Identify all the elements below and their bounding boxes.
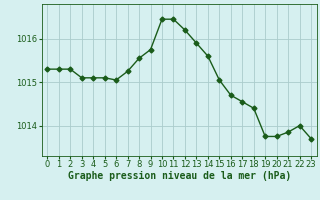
X-axis label: Graphe pression niveau de la mer (hPa): Graphe pression niveau de la mer (hPa)	[68, 171, 291, 181]
